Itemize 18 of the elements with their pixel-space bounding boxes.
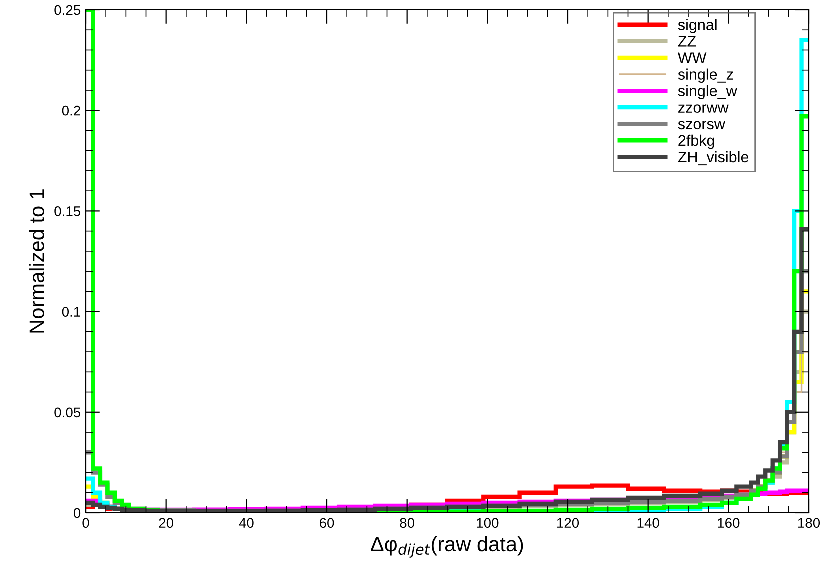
x-tick-label: 180 <box>798 518 820 528</box>
y-axis-title: Normalized to 1 <box>29 190 44 333</box>
x-tick-label: 100 <box>477 518 499 528</box>
x-tick-label: 140 <box>638 518 660 528</box>
y-tick-label: 0.15 <box>54 206 81 216</box>
x-tick-label: 160 <box>718 518 740 528</box>
x-tick-label: 60 <box>320 518 334 528</box>
y-tick-label: 0.2 <box>62 106 80 116</box>
x-tick-label: 40 <box>239 518 254 528</box>
x-tick-label: 20 <box>159 518 174 528</box>
x-tick-label: 80 <box>400 518 415 528</box>
y-tick-label: 0.25 <box>54 5 81 16</box>
y-tick-label: 0 <box>74 508 81 518</box>
x-axis-title: Δφ$_{dijet}$(raw data) <box>371 536 524 558</box>
y-tick-label: 0.1 <box>62 307 80 317</box>
x-tick-label: 0 <box>82 518 90 528</box>
y-tick-label: 0.05 <box>54 408 81 418</box>
x-tick-label: 120 <box>557 518 580 528</box>
